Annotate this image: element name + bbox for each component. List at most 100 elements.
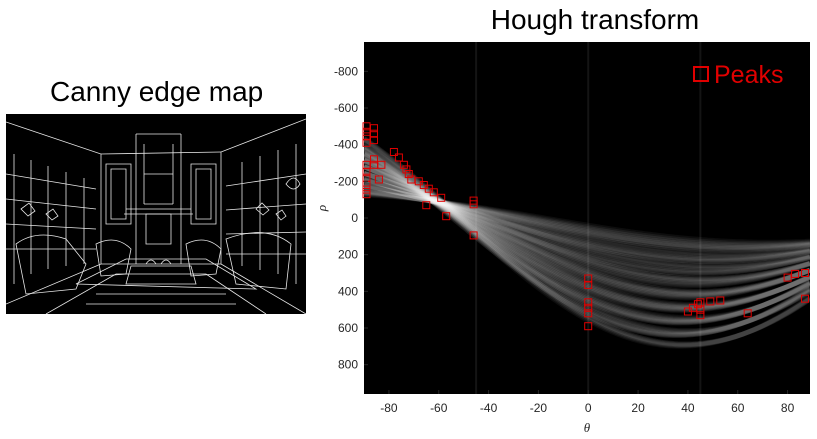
y-tick-label: 600 [338, 321, 358, 335]
accumulator-curve [364, 158, 810, 312]
peak-marker [362, 168, 371, 177]
accumulator-curve [364, 138, 810, 349]
peak-marker [584, 303, 593, 312]
accumulator-curve [364, 157, 810, 309]
accumulator-curve [364, 145, 810, 336]
x-tick-label: -60 [430, 401, 448, 415]
canny-edge-map-image [5, 114, 307, 315]
accumulator-curve [364, 188, 810, 252]
accumulator-curve [364, 183, 810, 262]
y-tick-label: 400 [338, 284, 358, 298]
peak-marker [584, 274, 593, 283]
peak-marker [743, 309, 752, 318]
accumulator-curve [364, 159, 810, 313]
peak-marker [429, 188, 438, 197]
accumulator-curve [364, 182, 810, 264]
accumulator-curve [364, 150, 810, 322]
peak-marker [706, 297, 715, 306]
right-wall-edge [220, 118, 307, 315]
legend: Peaks [693, 61, 783, 89]
accumulator-curve [364, 176, 810, 275]
accumulator-curve [364, 151, 810, 323]
accumulator-curve [364, 150, 810, 321]
accumulator-curve [364, 147, 810, 338]
peak-marker [370, 129, 378, 138]
peak-marker [399, 160, 408, 169]
peak-marker [693, 300, 702, 309]
x-axis-ticks: -80 -60 -40 -20 0 20 40 60 80 [380, 390, 795, 415]
peak-marker [791, 269, 800, 278]
accumulator-curve [364, 152, 810, 325]
y-tick-label: 800 [338, 358, 358, 372]
peak-marker [696, 305, 705, 314]
accumulator-curve [364, 176, 810, 276]
accumulator-curve [364, 190, 810, 249]
accumulator-curve [364, 158, 810, 311]
peak-marker [370, 124, 378, 133]
y-tick-label: -400 [334, 138, 358, 152]
accumulator-curve [364, 136, 810, 347]
y-tick-label: -200 [334, 174, 358, 188]
peak-marker [389, 148, 398, 156]
y-tick-label: 200 [338, 248, 358, 262]
peak-marker [584, 309, 593, 318]
accumulator-curve [364, 188, 810, 253]
peak-marker [469, 231, 478, 240]
peak-marker [362, 190, 371, 199]
x-tick-label: -80 [380, 401, 398, 415]
peak-marker [442, 212, 451, 221]
y-tick-label: 0 [351, 211, 358, 225]
peak-marker [801, 269, 809, 277]
accumulator-curve [364, 183, 810, 261]
x-tick-label: -20 [530, 401, 548, 415]
x-tick-label: 40 [681, 401, 695, 415]
accumulator-curve [364, 164, 810, 300]
accumulator-curve [364, 165, 810, 301]
accumulator-curve [364, 176, 810, 274]
x-tick-label: 0 [585, 401, 592, 415]
peak-marker [422, 201, 431, 210]
accumulator-curve [364, 164, 810, 299]
x-tick-label: 60 [731, 401, 745, 415]
x-axis-label: θ [584, 420, 591, 435]
accumulator-curve [364, 182, 810, 263]
accumulator-curve [364, 171, 810, 283]
peak-marker [362, 185, 371, 194]
accumulator-curve [364, 170, 810, 286]
peak-marker [370, 155, 378, 164]
peak-marker [716, 296, 725, 305]
y-axis-ticks: -800 -600 -400 -200 0 200 400 600 800 [334, 64, 368, 372]
peak-marker [377, 160, 386, 169]
x-tick-label: -40 [480, 401, 498, 415]
left-wall-edge [5, 121, 102, 305]
accumulator-curve [364, 189, 810, 250]
accumulator-curve [364, 190, 810, 248]
accumulator-curve [364, 177, 810, 273]
hough-title: Hough transform [491, 4, 700, 35]
accumulator-curve [364, 170, 810, 289]
peak-marker [584, 280, 593, 289]
legend-label: Peaks [714, 61, 783, 89]
accumulator-curve [364, 164, 810, 294]
accumulator-curve [364, 138, 810, 348]
x-tick-label: 80 [781, 401, 795, 415]
peak-marker [394, 153, 403, 162]
peak-marker [402, 165, 411, 174]
canny-title: Canny edge map [50, 76, 264, 107]
y-axis-label: ρ [314, 205, 329, 212]
peak-marker [801, 294, 809, 303]
accumulator-curve [364, 170, 810, 285]
peak-marker [469, 200, 478, 209]
peak-marker [404, 170, 413, 178]
peak-marker [370, 136, 378, 145]
accumulator-curve [364, 170, 810, 287]
ceiling-edge [100, 151, 222, 155]
x-tick-label: 20 [631, 401, 645, 415]
peak-marker [696, 311, 705, 320]
peaks-layer [362, 122, 809, 331]
accumulator-curve [364, 158, 810, 312]
accumulator-curve [364, 171, 810, 281]
accumulator-curve [364, 178, 810, 269]
accumulator-curve [364, 153, 810, 326]
